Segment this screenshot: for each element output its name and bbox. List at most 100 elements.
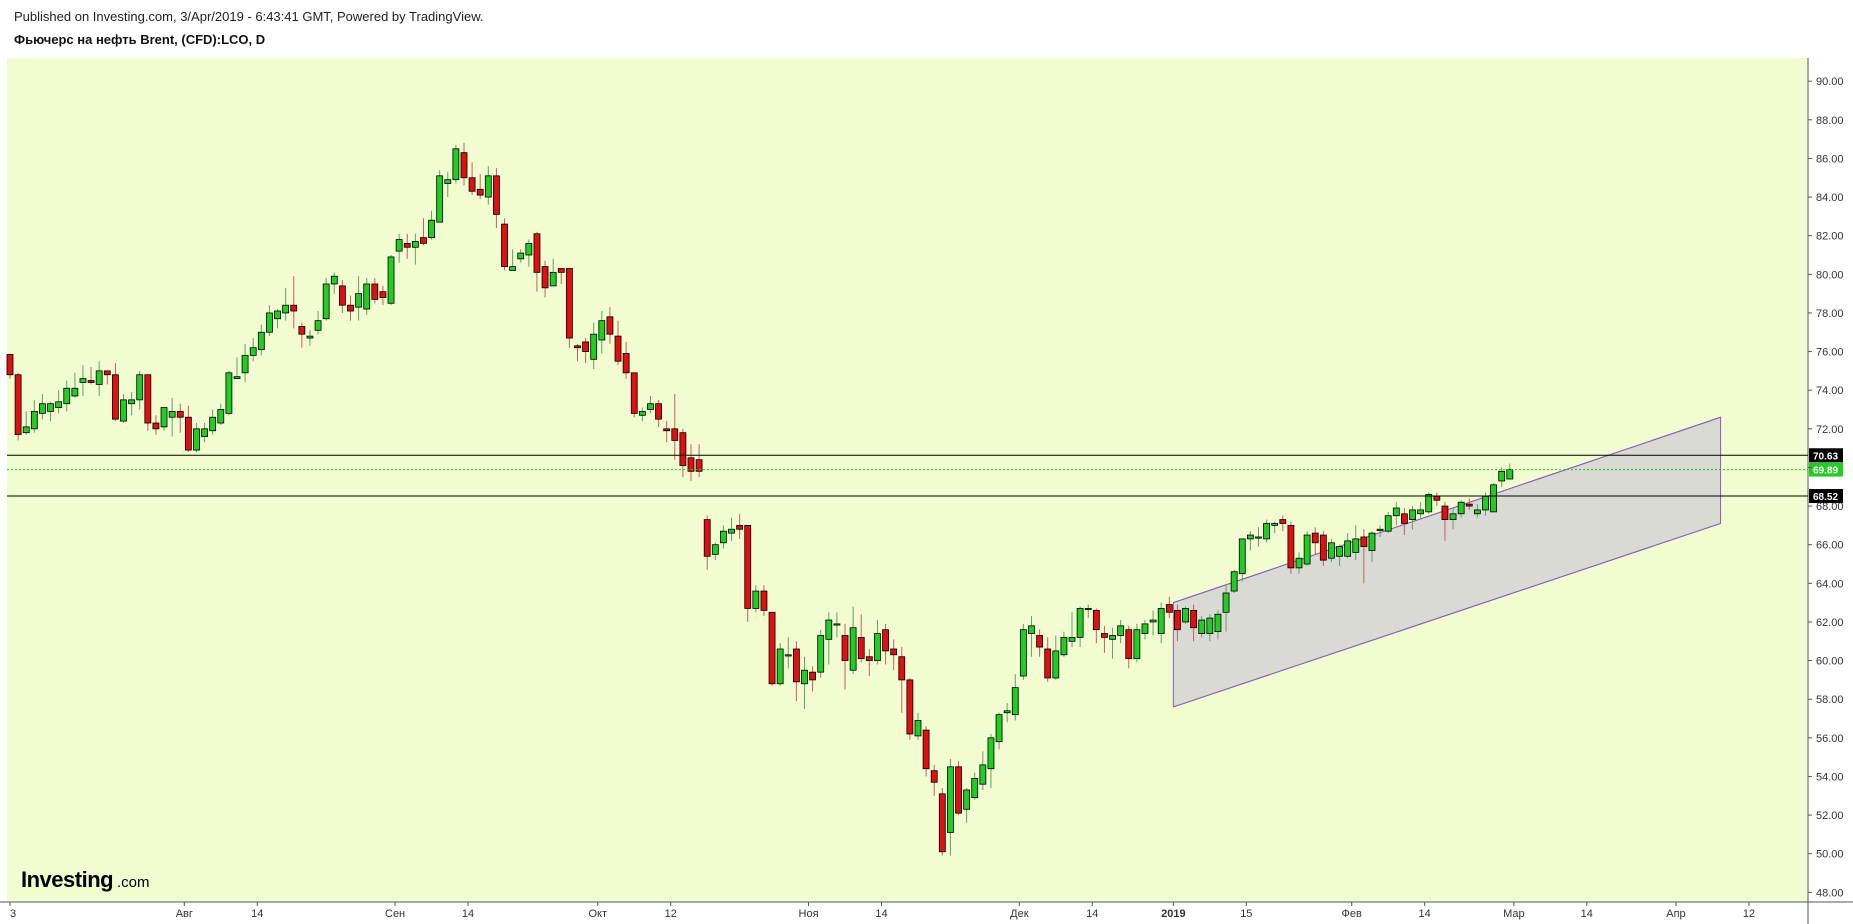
candle (274, 309, 281, 329)
candle-body-up (322, 283, 330, 320)
candle (898, 647, 906, 713)
y-tick-label: 54.00 (1816, 771, 1844, 783)
candle (525, 239, 533, 267)
x-tick-label: 14 (875, 908, 887, 920)
candle-body-up (1019, 629, 1027, 677)
candle (79, 365, 87, 396)
candle-body-down (14, 374, 22, 436)
level-label-bg (1809, 489, 1843, 504)
candle-body-up (63, 387, 71, 405)
candle (249, 338, 257, 362)
candle (987, 733, 995, 789)
candle-body-up (1271, 523, 1279, 526)
candle-body-up (1238, 538, 1246, 575)
candle (1230, 569, 1238, 593)
candle-body-up (249, 347, 257, 356)
candle-body-down (533, 233, 541, 273)
candle (865, 648, 873, 677)
candle-body-up (776, 648, 784, 685)
candle (622, 341, 630, 379)
candle-body-up (1052, 650, 1060, 679)
candle (379, 285, 387, 306)
horizontal-levels: 70.63 68.52 69.89 (7, 448, 1843, 504)
candle-body-up (1457, 501, 1465, 515)
candle (1198, 616, 1206, 638)
candle (1044, 637, 1052, 682)
candle-body-down (501, 223, 508, 267)
candle (825, 612, 833, 665)
candle (257, 324, 265, 356)
candle-body-down (338, 285, 346, 306)
candle (476, 173, 484, 199)
current-price-label-bg (1809, 462, 1843, 477)
y-tick-label: 72.00 (1816, 424, 1844, 436)
candle-body-down (1360, 536, 1368, 548)
candle-body-up (225, 372, 233, 414)
x-tick-label: 15 (1240, 908, 1252, 920)
candle-body-down (1044, 648, 1052, 679)
candle-body-up (55, 401, 63, 408)
published-caption: Published on Investing.com, 3/Apr/2019 -… (14, 9, 484, 24)
candle (201, 423, 208, 443)
candle-body-down (760, 590, 768, 611)
candle-body-down (930, 770, 938, 783)
candle (1174, 604, 1181, 642)
candle (55, 390, 63, 414)
candle (541, 260, 549, 298)
candle (533, 231, 541, 292)
candle-body-down (865, 656, 873, 661)
candle-body-down (857, 637, 865, 660)
candle (1441, 502, 1449, 541)
candle (144, 374, 152, 431)
candle (517, 249, 525, 263)
candle (176, 403, 184, 433)
candle-body-up (963, 789, 971, 810)
candle (582, 338, 589, 364)
candle-body-up (193, 428, 200, 451)
candle (493, 168, 500, 228)
candle-body-down (1190, 609, 1198, 629)
candle-body-up (217, 409, 225, 424)
y-axis: 90.00 88.00 86.00 84.00 82.00 80.00 78.00 76.00… (1808, 76, 1844, 899)
candle (322, 278, 330, 321)
candle-body-down (144, 374, 152, 424)
candle (290, 276, 298, 329)
x-tick-label: Дек (1010, 908, 1029, 920)
candle (1165, 596, 1173, 619)
candle-body-up (79, 378, 87, 383)
candle-body-down (703, 519, 711, 557)
candle (1214, 610, 1222, 640)
candle (792, 641, 800, 702)
candle (687, 444, 695, 481)
candle (1417, 502, 1425, 520)
candle-body-up (274, 310, 281, 320)
candle-body-up (1392, 507, 1400, 517)
candle-body-up (1060, 637, 1068, 656)
candle (1068, 612, 1076, 648)
candle-body-down (1036, 635, 1043, 648)
candle-body-up (1498, 470, 1506, 482)
candle (809, 666, 816, 692)
candle-body-up (444, 179, 452, 184)
candle-body-down (565, 268, 573, 339)
candle-body-up (411, 241, 419, 248)
candle (1133, 623, 1141, 663)
candle (1287, 521, 1295, 574)
y-tick-label: 60.00 (1816, 656, 1844, 668)
y-tick-label: 56.00 (1816, 733, 1844, 745)
candle-body-up (47, 403, 54, 412)
candlesticks (6, 142, 1514, 856)
candle-body-down (1279, 519, 1287, 524)
candle (1182, 606, 1189, 624)
candle (22, 411, 30, 435)
x-tick-label: 14 (1086, 908, 1098, 920)
candle-body-down (1101, 633, 1108, 638)
candle-body-up (1157, 608, 1165, 634)
candle-body-down (557, 268, 565, 273)
candle-body-up (833, 623, 841, 626)
x-tick-label: Мар (1503, 908, 1525, 920)
candle (1028, 616, 1035, 657)
candle (330, 272, 338, 294)
candle-body-down (1174, 609, 1181, 631)
